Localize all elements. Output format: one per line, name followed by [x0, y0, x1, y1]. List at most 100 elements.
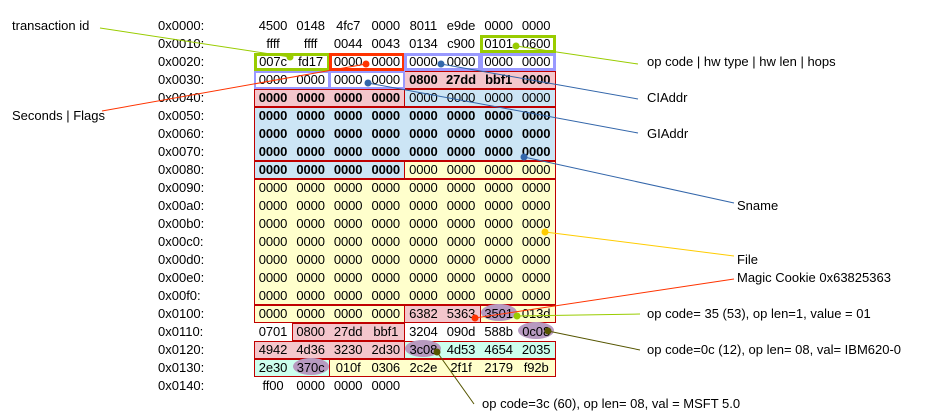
hex-word: 2c2e	[409, 360, 438, 375]
magic-cookie-dot	[471, 314, 479, 322]
hex-word: 0000	[258, 108, 288, 123]
hex-word: 0000	[446, 162, 476, 177]
option-60-code-oval	[405, 340, 442, 357]
option-53-code-oval	[480, 304, 517, 321]
hex-word: 0000	[258, 216, 288, 231]
hex-word: 0000	[333, 378, 363, 393]
hex-word: ff00	[262, 378, 284, 393]
offset-label: 0x0140:	[158, 378, 205, 393]
hex-word: 4942	[258, 342, 288, 357]
hex-word: 0000	[484, 90, 513, 105]
hex-word: 0000	[333, 288, 363, 303]
hex-word: 0000	[333, 72, 363, 87]
label-ciaddr: CIAddr	[647, 90, 688, 105]
sname-highlight	[254, 107, 556, 161]
ciaddr-box	[404, 53, 481, 71]
hex-word: e9de	[446, 18, 476, 33]
offset-label: 0x0010:	[158, 36, 205, 51]
hex-word: 0000	[446, 54, 476, 69]
hex-word: 0000	[371, 198, 401, 213]
hex-word: 0000	[296, 288, 325, 303]
option-12-callout	[547, 330, 641, 351]
file-dot	[541, 228, 549, 236]
sname-start-highlight	[404, 89, 556, 107]
option-53-callout	[516, 313, 641, 317]
hex-word: 0000	[296, 306, 325, 321]
hex-word: 0000	[333, 126, 363, 141]
hex-word: 588b	[484, 324, 513, 339]
file-highlight	[254, 179, 556, 305]
hex-word: bbf1	[485, 72, 513, 87]
hex-word: 0000	[371, 54, 401, 69]
hex-word: 3501	[484, 306, 513, 321]
hex-word: 0000	[521, 18, 551, 33]
option-client-id-highlight	[291, 323, 406, 341]
hex-word: bbf1	[373, 324, 399, 339]
hex-word: 0101	[484, 36, 513, 51]
hex-word: 0000	[409, 216, 438, 231]
option-60-start-highlight	[404, 341, 556, 359]
hex-word: 0000	[371, 108, 401, 123]
hex-word: 2035	[521, 342, 551, 357]
hex-word: 0000	[296, 270, 325, 285]
hex-word: 0000	[258, 72, 288, 87]
hex-word: 0000	[371, 306, 401, 321]
hex-word: 0000	[484, 270, 513, 285]
hex-word: 0000	[446, 198, 476, 213]
hex-word: 0000	[521, 198, 551, 213]
hex-word: 3c08	[409, 342, 438, 357]
hex-word: 0000	[521, 90, 551, 105]
hex-word: 0000	[446, 234, 476, 249]
hex-word: 0000	[521, 162, 551, 177]
hex-word: 0000	[296, 72, 325, 87]
hex-word: 010f	[335, 360, 361, 375]
hex-word: 4fc7	[336, 18, 361, 33]
hex-word: 0000	[258, 252, 288, 267]
hex-word: 0000	[521, 288, 551, 303]
hex-word: fd17	[298, 54, 324, 69]
offset-label: 0x00d0:	[158, 252, 205, 267]
hex-word: 0000	[371, 72, 401, 87]
hex-word: 0000	[521, 270, 551, 285]
siaddr-box	[254, 71, 331, 89]
hex-word: 0000	[333, 54, 363, 69]
offset-label: 0x00c0:	[158, 234, 204, 249]
hex-word: 0000	[296, 378, 325, 393]
hex-word: 0000	[409, 126, 438, 141]
option-60-dot	[433, 348, 441, 356]
hex-word: 0000	[333, 108, 363, 123]
hex-word: 0000	[333, 198, 363, 213]
hex-word: 0000	[333, 180, 363, 195]
hex-word: 0000	[333, 162, 363, 177]
hex-word: 0000	[333, 306, 363, 321]
hex-word: 0000	[333, 90, 363, 105]
hex-word: 0000	[484, 198, 513, 213]
hex-word: 0000	[371, 378, 401, 393]
hex-word: 0000	[258, 180, 288, 195]
hex-word: 0000	[258, 270, 288, 285]
hex-word: 0000	[296, 126, 325, 141]
option-12-end-oval	[292, 358, 329, 375]
hex-word: 0000	[484, 234, 513, 249]
hex-word: 0000	[409, 270, 438, 285]
hex-word: 0000	[371, 270, 401, 285]
seconds-flags-dot	[362, 60, 370, 68]
hex-word: 0000	[296, 216, 325, 231]
offset-label: 0x0100:	[158, 306, 205, 321]
hex-word: 4d53	[446, 342, 476, 357]
sname-dot	[520, 153, 528, 161]
hex-word: 0800	[409, 72, 438, 87]
hex-word: 0000	[484, 126, 513, 141]
hex-word: 0000	[409, 234, 438, 249]
transaction-id-callout	[99, 27, 291, 58]
hex-word: 0000	[521, 216, 551, 231]
hex-word: 0000	[371, 162, 401, 177]
hex-word: 090d	[446, 324, 476, 339]
hex-word: 0000	[409, 198, 438, 213]
offset-label: 0x0110:	[158, 324, 204, 339]
hex-word: 0000	[333, 270, 363, 285]
hex-word: 0000	[409, 180, 438, 195]
hex-word: 0000	[371, 252, 401, 267]
hex-word: 2e30	[258, 360, 288, 375]
